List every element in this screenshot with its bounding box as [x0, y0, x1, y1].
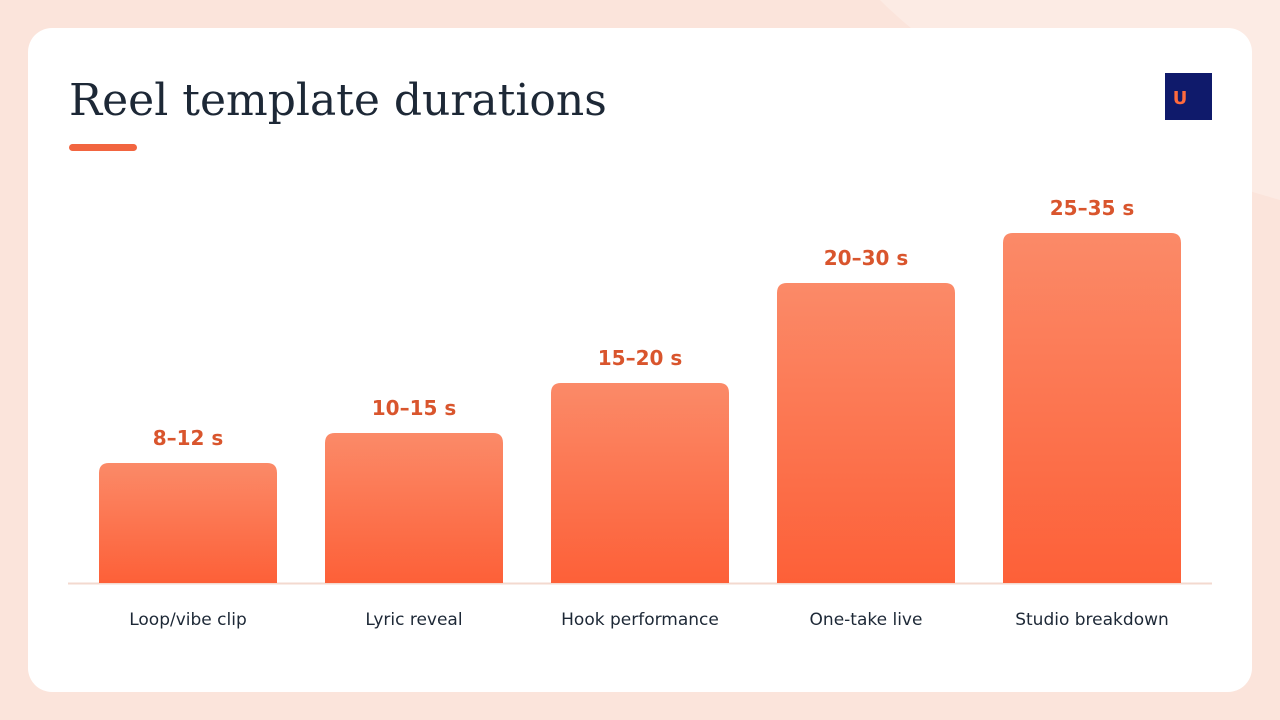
bar	[325, 433, 503, 583]
x-tick-label: One-take live	[810, 610, 923, 630]
x-tick-label: Hook performance	[561, 610, 719, 630]
value-label: 15–20 s	[598, 346, 683, 370]
bar	[99, 463, 277, 583]
value-label: 20–30 s	[824, 246, 909, 270]
value-label: 25–35 s	[1050, 196, 1135, 220]
x-tick-label: Lyric reveal	[365, 610, 462, 630]
value-label: 10–15 s	[372, 396, 457, 420]
bar	[1003, 233, 1181, 583]
accent-bar	[69, 144, 137, 151]
chart-title: Reel template durations	[69, 75, 607, 126]
x-tick-label: Loop/vibe clip	[129, 610, 247, 630]
value-label: 8–12 s	[153, 426, 224, 450]
logo-text: U	[1173, 88, 1188, 109]
bar	[777, 283, 955, 583]
logo	[1165, 73, 1212, 120]
x-tick-label: Studio breakdown	[1015, 610, 1169, 630]
bar	[551, 383, 729, 583]
